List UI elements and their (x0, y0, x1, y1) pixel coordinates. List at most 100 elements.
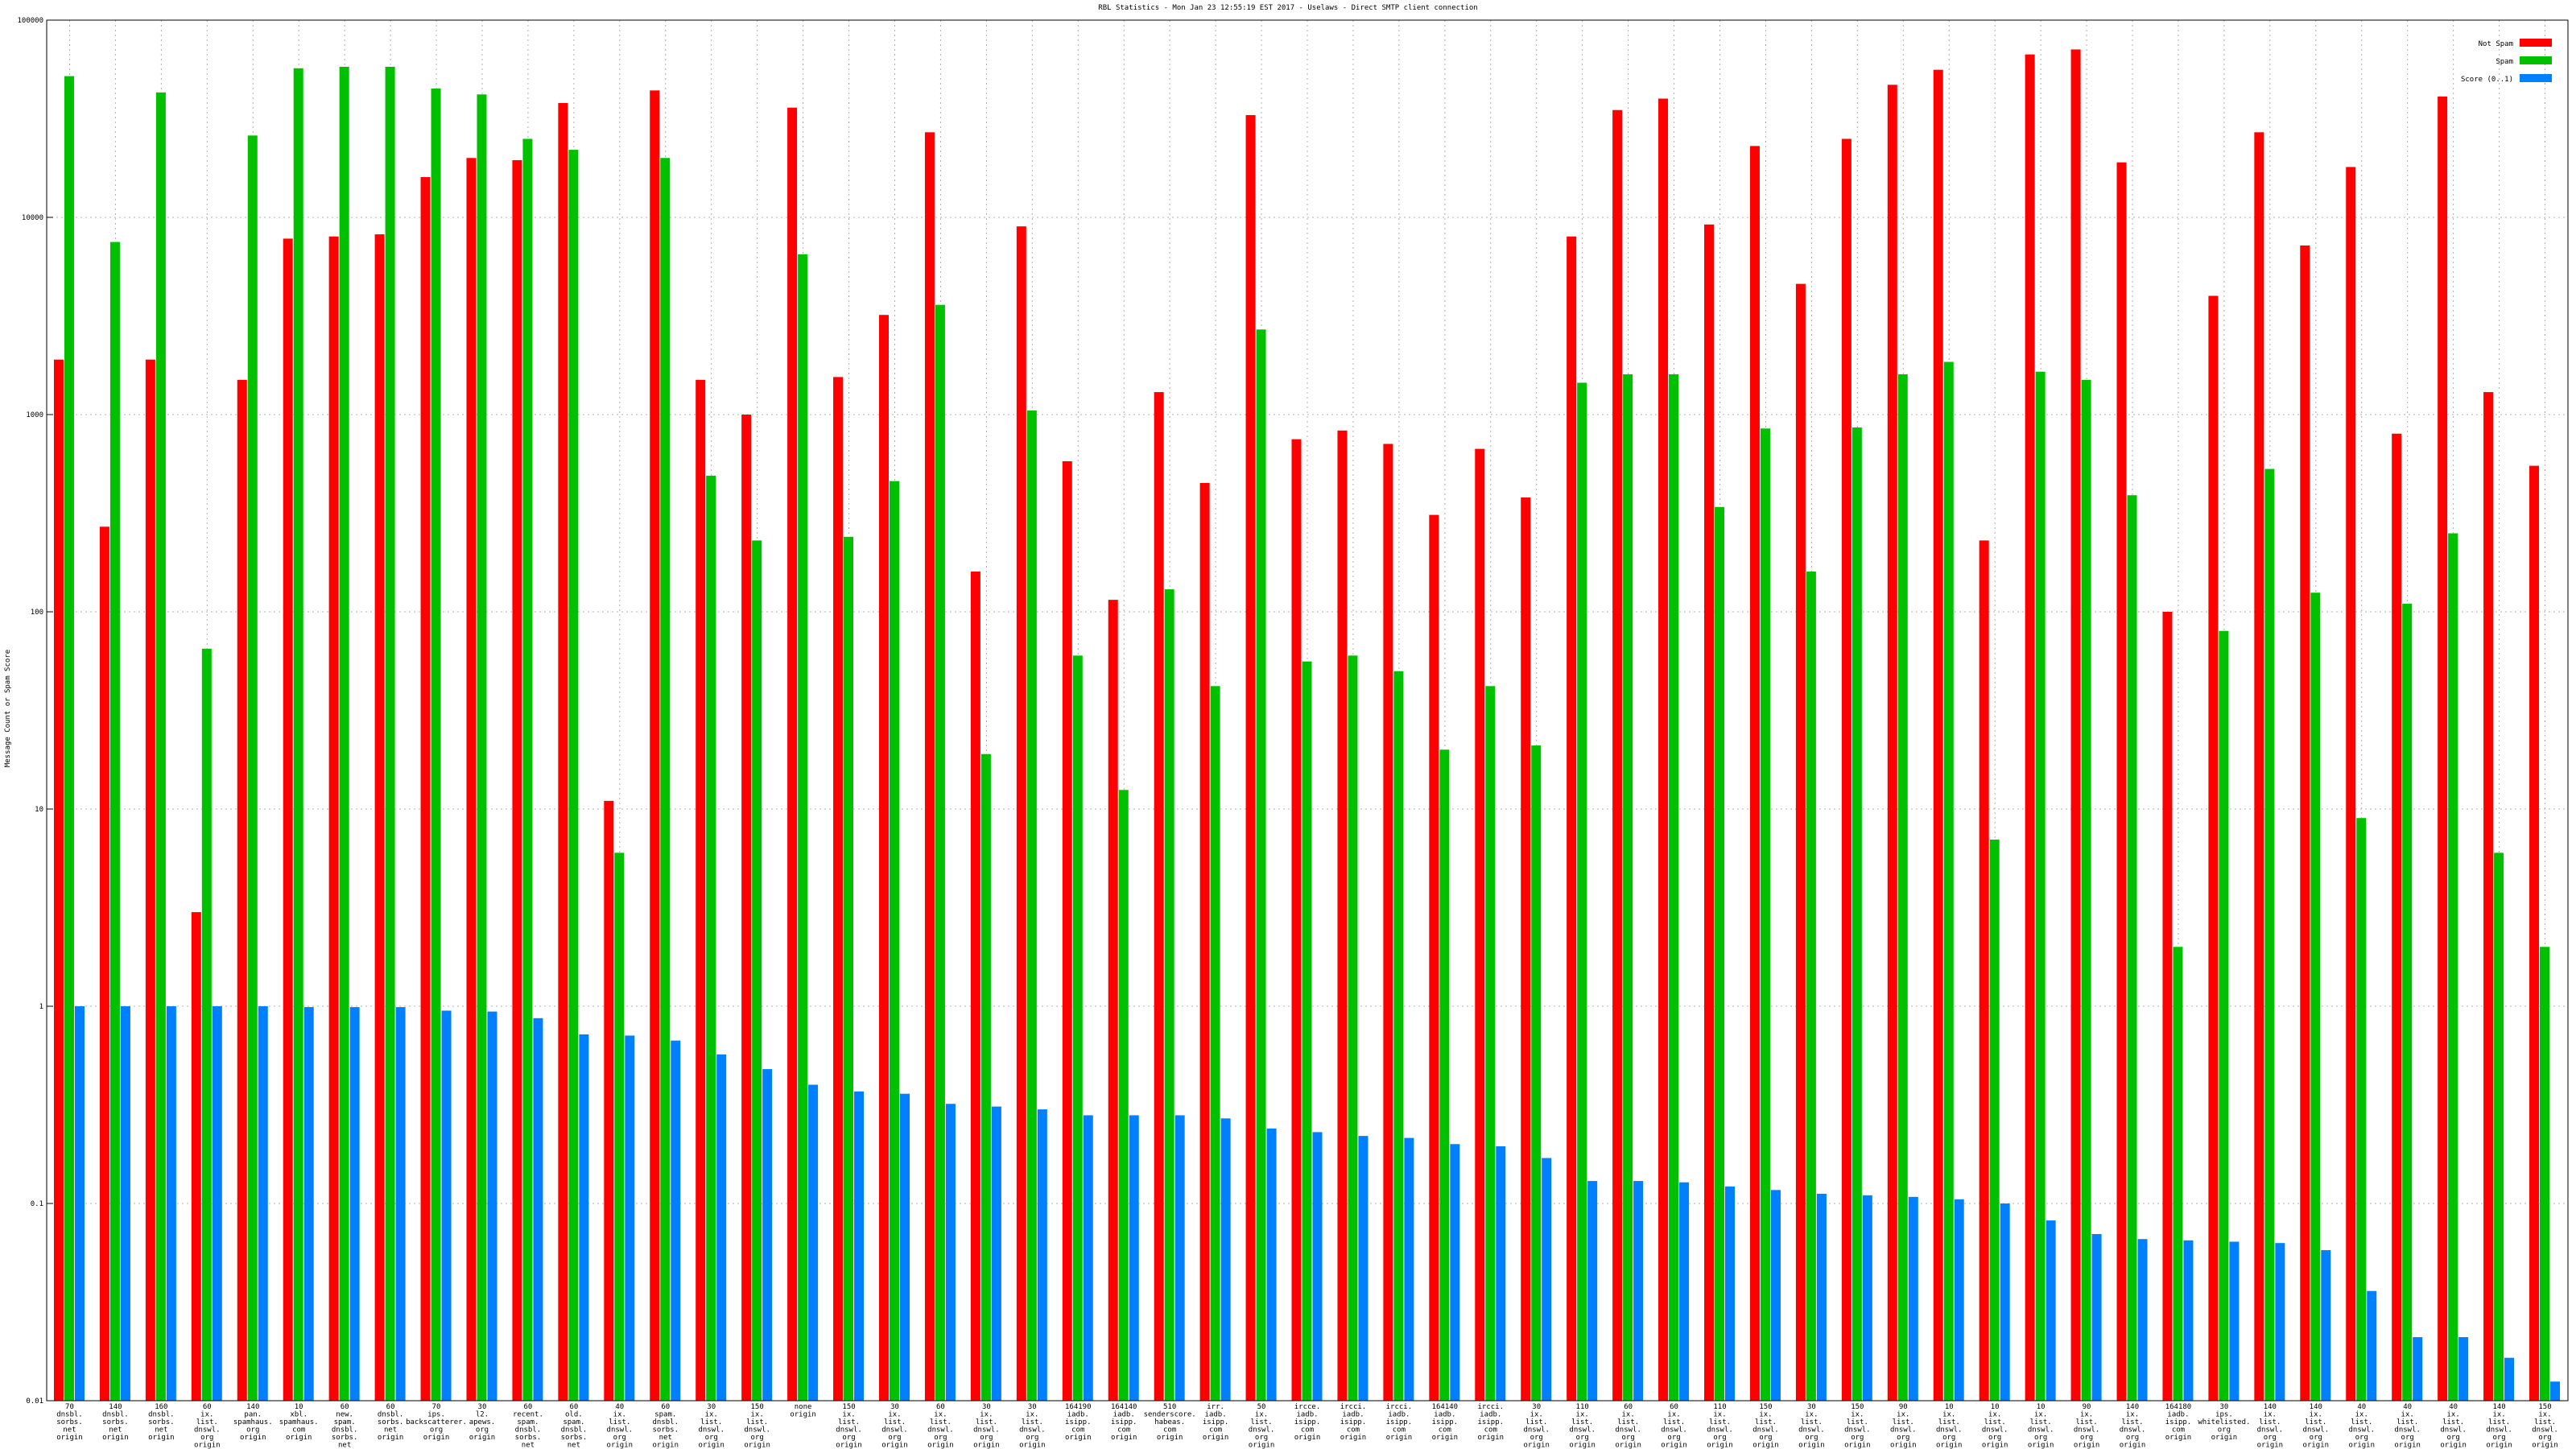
x-tick-label: 30 ips. whitelisted. org origin (2198, 1403, 2250, 1442)
x-tick-label-line: dnswl. (607, 1426, 634, 1435)
bar (1164, 589, 1174, 1401)
x-tick-label-line: origin (286, 1434, 312, 1442)
x-tick-label-line: 60 (341, 1403, 349, 1411)
x-tick-label-line: origin (1203, 1434, 1229, 1442)
bar (2402, 603, 2413, 1401)
x-tick-label: 10 ix. list. dnswl. org origin (1982, 1403, 2008, 1449)
x-tick-label-line: origin (2532, 1442, 2558, 1449)
legend-swatch (2520, 56, 2552, 64)
x-tick-label-line: sorbs. (378, 1418, 404, 1426)
x-tick-label-line: 160 (155, 1403, 167, 1411)
bar (441, 1010, 452, 1401)
x-tick-label-line: 150 (1759, 1403, 1772, 1411)
x-tick-label-line: whitelisted. (2198, 1418, 2250, 1426)
x-tick-label-line: com (1209, 1426, 1222, 1435)
x-tick-label-line: dnswl. (1752, 1426, 1779, 1435)
x-tick-label-line: backscatterer. (406, 1418, 467, 1426)
x-tick-label-line: dnswl. (698, 1426, 724, 1435)
bar (145, 359, 155, 1402)
x-tick-label-line: ix. (888, 1411, 901, 1419)
bar (395, 1007, 406, 1401)
x-tick-label-line: isipp. (1203, 1418, 1229, 1426)
bar (2219, 630, 2229, 1401)
bar (1083, 1115, 1093, 1401)
x-tick-label-line: recent. (513, 1411, 543, 1419)
bar (1016, 226, 1026, 1401)
x-tick-label-line: 30 (982, 1403, 991, 1411)
bar (980, 753, 991, 1401)
x-tick-label-line: list. (1847, 1418, 1868, 1426)
bar (477, 94, 487, 1401)
x-tick-label-line: irr. (1207, 1403, 1224, 1411)
x-tick-label: 40 ix. list. dnswl. org origin (2348, 1403, 2375, 1449)
bar (671, 1040, 681, 1401)
x-tick-label-line: list. (976, 1418, 997, 1426)
bar (1623, 374, 1633, 1401)
bar (109, 242, 120, 1401)
x-tick-label-line: dnswl. (927, 1426, 954, 1435)
bar (293, 68, 303, 1401)
x-tick-label: 140 ix. list. dnswl. org origin (2257, 1403, 2284, 1449)
x-tick-label-line: origin (1569, 1442, 1596, 1449)
x-tick-label-line: org (2080, 1434, 2093, 1442)
bar (696, 379, 706, 1401)
bar (1348, 655, 1358, 1401)
x-tick-label: 110 ix. list. dnswl. org origin (1569, 1403, 1596, 1449)
bar (1439, 749, 1450, 1401)
x-tick-label-line: ircce. (1294, 1403, 1321, 1411)
x-tick-label-line: origin (2394, 1442, 2421, 1449)
x-tick-label-line: net (568, 1442, 580, 1449)
x-tick-label-line: origin (744, 1442, 770, 1449)
bar (2208, 295, 2219, 1401)
bar (844, 536, 854, 1401)
x-tick-label-line: 70 (65, 1403, 74, 1411)
x-tick-label: 40 ix. list. dnswl. org origin (607, 1403, 634, 1449)
x-tick-label-line: new. (336, 1411, 353, 1419)
bar (1577, 382, 1587, 1401)
x-tick-label-line: net (109, 1426, 122, 1435)
bar (1933, 69, 1943, 1401)
bar (1358, 1136, 1368, 1401)
x-tick-label-line: list. (1801, 1418, 1823, 1426)
bar (970, 571, 980, 1401)
x-tick-label-line: dnswl. (1936, 1426, 1963, 1435)
x-tick-label-line: iadb. (1388, 1411, 1410, 1419)
x-tick-label: 30 ix. list. dnswl. org origin (881, 1403, 908, 1449)
x-tick-label-line: origin (1982, 1442, 2008, 1449)
x-tick-label-line: origin (698, 1442, 724, 1449)
bar (2127, 495, 2137, 1401)
x-tick-label-line: isipp. (1111, 1418, 1137, 1426)
bar (808, 1084, 819, 1401)
x-tick-label-line: 40 (2449, 1403, 2458, 1411)
x-tick-label: 164140 iadb. isipp. com origin (1111, 1403, 1137, 1442)
x-tick-label-line: origin (1752, 1442, 1779, 1449)
x-tick-label-line: org (1942, 1434, 1955, 1442)
x-tick-label: 140 ix. list. dnswl. org origin (2120, 1403, 2146, 1449)
x-tick-label-line: org (1897, 1434, 1909, 1442)
x-tick-label-line: 164180 (2165, 1403, 2192, 1411)
x-tick-label-line: org (1255, 1434, 1268, 1442)
legend-label: Score (0..1) (2461, 76, 2513, 84)
bar (2458, 1337, 2469, 1401)
x-tick-label-line: iadb. (1205, 1411, 1227, 1419)
x-tick-label-line: origin (973, 1442, 1000, 1449)
bar (1485, 686, 1496, 1401)
x-tick-label-line: origin (423, 1434, 450, 1442)
x-tick-label-line: 30 (2219, 1403, 2228, 1411)
x-tick-label-line: dnswl. (1019, 1426, 1046, 1435)
x-tick-label-line: list. (2259, 1418, 2281, 1426)
bar (201, 648, 212, 1401)
x-tick-label-line: dnswl. (2486, 1426, 2512, 1435)
x-tick-label-line: org (2538, 1434, 2551, 1442)
x-tick-label: 10 ix. list. dnswl. org origin (1936, 1403, 1963, 1449)
x-tick-label-line: origin (194, 1442, 221, 1449)
x-tick-label-line: origin (2028, 1442, 2054, 1449)
x-tick-label: 30 l2. apews. org origin (469, 1403, 496, 1442)
x-tick-label-line: ircci. (1386, 1403, 1413, 1411)
bar (1429, 514, 1439, 1401)
bar (2300, 245, 2310, 1401)
y-tick-label: 1000 (26, 411, 43, 419)
x-tick-label-line: org (200, 1434, 213, 1442)
x-tick-label-line: org (1026, 1434, 1038, 1442)
x-tick-label-line: dnsbl. (378, 1411, 404, 1419)
